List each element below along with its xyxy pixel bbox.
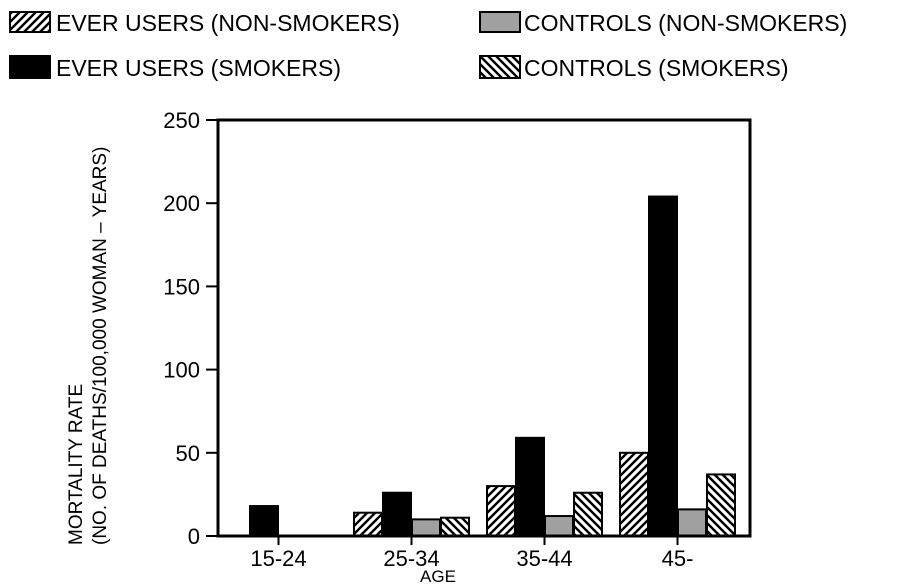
legend-item-controls-smokers: CONTROLS (SMOKERS)	[479, 55, 789, 81]
legend: EVER USERS (NON-SMOKERS) EVER USERS (SMO…	[9, 10, 847, 81]
bar-35-44-series-0	[486, 485, 516, 537]
legend-label-ever-users-smokers: EVER USERS (SMOKERS)	[56, 55, 341, 81]
x-tick-label: 25-34	[383, 546, 439, 571]
bar-45--series-1	[648, 195, 678, 537]
y-tick-label: 150	[163, 274, 200, 299]
bar-35-44-series-1	[515, 436, 545, 538]
y-axis-label-line-2: (NO. OF DEATHS/100,000 WOMAN – YEARS)	[90, 147, 111, 545]
y-tick-label: 250	[163, 108, 200, 133]
bar-25-34-series-1	[382, 491, 412, 537]
bar-35-44-series-2	[544, 515, 574, 537]
legend-label-ever-users-non-smokers: EVER USERS (NON-SMOKERS)	[56, 10, 400, 36]
legend-item-ever-users-smokers: EVER USERS (SMOKERS)	[9, 55, 341, 81]
y-tick-label: 50	[176, 441, 200, 466]
y-axis-label: MORTALITY RATE (NO. OF DEATHS/100,000 WO…	[66, 147, 111, 545]
bar-25-34-series-3	[440, 516, 470, 537]
x-tick-label: 35-44	[516, 546, 572, 571]
x-tick-label: 45-	[662, 546, 694, 571]
axis-ticks: 0 50 100 150 200 250 15-24 25-34 35-44 45-	[163, 108, 693, 571]
y-axis-label-line-1: MORTALITY RATE	[66, 384, 87, 545]
bar-45--series-3	[706, 473, 736, 538]
bars	[249, 195, 736, 538]
legend-swatch-ever-users-non-smokers	[9, 11, 51, 33]
bar-25-34-series-2	[411, 518, 441, 537]
legend-item-ever-users-non-smokers: EVER USERS (NON-SMOKERS)	[9, 10, 400, 36]
legend-swatch-controls-smokers	[479, 55, 521, 79]
plot-frame	[216, 118, 752, 538]
y-tick-label: 200	[163, 191, 200, 216]
legend-swatch-ever-users-smokers	[9, 55, 51, 79]
bar-15-24-series-1	[249, 505, 279, 538]
bar-35-44-series-3	[573, 491, 603, 537]
y-tick-label: 100	[163, 358, 200, 383]
bar-45--series-2	[677, 508, 707, 538]
legend-label-controls-smokers: CONTROLS (SMOKERS)	[524, 55, 789, 81]
y-tick-label: 0	[188, 524, 200, 549]
bar-25-34-series-0	[353, 511, 383, 537]
legend-swatch-controls-non-smokers	[479, 11, 521, 33]
x-axis-label: AGE	[420, 567, 456, 585]
x-tick-label: 15-24	[250, 546, 306, 571]
legend-item-controls-non-smokers: CONTROLS (NON-SMOKERS)	[479, 10, 847, 36]
legend-label-controls-non-smokers: CONTROLS (NON-SMOKERS)	[524, 10, 847, 36]
bar-45--series-0	[619, 451, 649, 537]
